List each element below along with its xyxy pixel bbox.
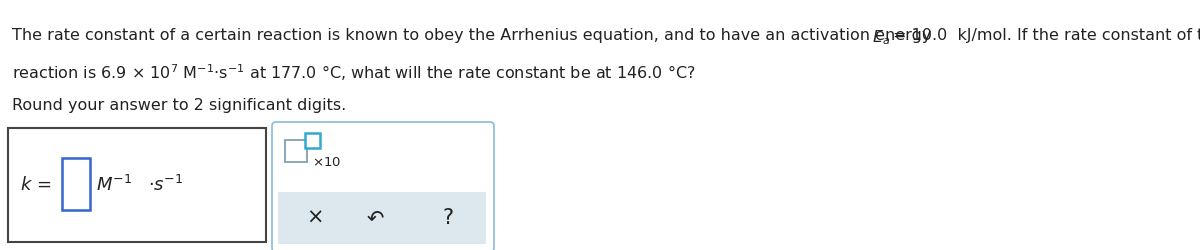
Text: $\cdot s^{-1}$: $\cdot s^{-1}$	[148, 175, 184, 195]
Bar	[305, 133, 320, 148]
Text: reaction is 6.9 $\times$ 10$^{7}$ M$^{-1}$$\cdot$s$^{-1}$ at 177.0 °C, what will: reaction is 6.9 $\times$ 10$^{7}$ M$^{-1…	[12, 62, 696, 83]
Text: = 10.0  kJ/mol. If the rate constant of this: = 10.0 kJ/mol. If the rate constant of t…	[893, 28, 1200, 43]
Bar	[8, 128, 266, 242]
Bar	[278, 192, 486, 244]
FancyBboxPatch shape	[272, 122, 494, 250]
Text: $E_a$: $E_a$	[872, 28, 890, 47]
Text: $k$ =: $k$ =	[20, 176, 52, 194]
Text: Round your answer to 2 significant digits.: Round your answer to 2 significant digit…	[12, 98, 347, 113]
Text: ×: ×	[306, 208, 324, 228]
Text: $\times$10: $\times$10	[312, 156, 341, 170]
Text: ?: ?	[443, 208, 454, 228]
Text: ↶: ↶	[366, 208, 384, 228]
Text: The rate constant of a certain reaction is known to obey the Arrhenius equation,: The rate constant of a certain reaction …	[12, 28, 936, 43]
Bar	[286, 140, 307, 162]
Text: $M^{-1}$: $M^{-1}$	[96, 175, 132, 195]
Bar	[62, 158, 90, 210]
